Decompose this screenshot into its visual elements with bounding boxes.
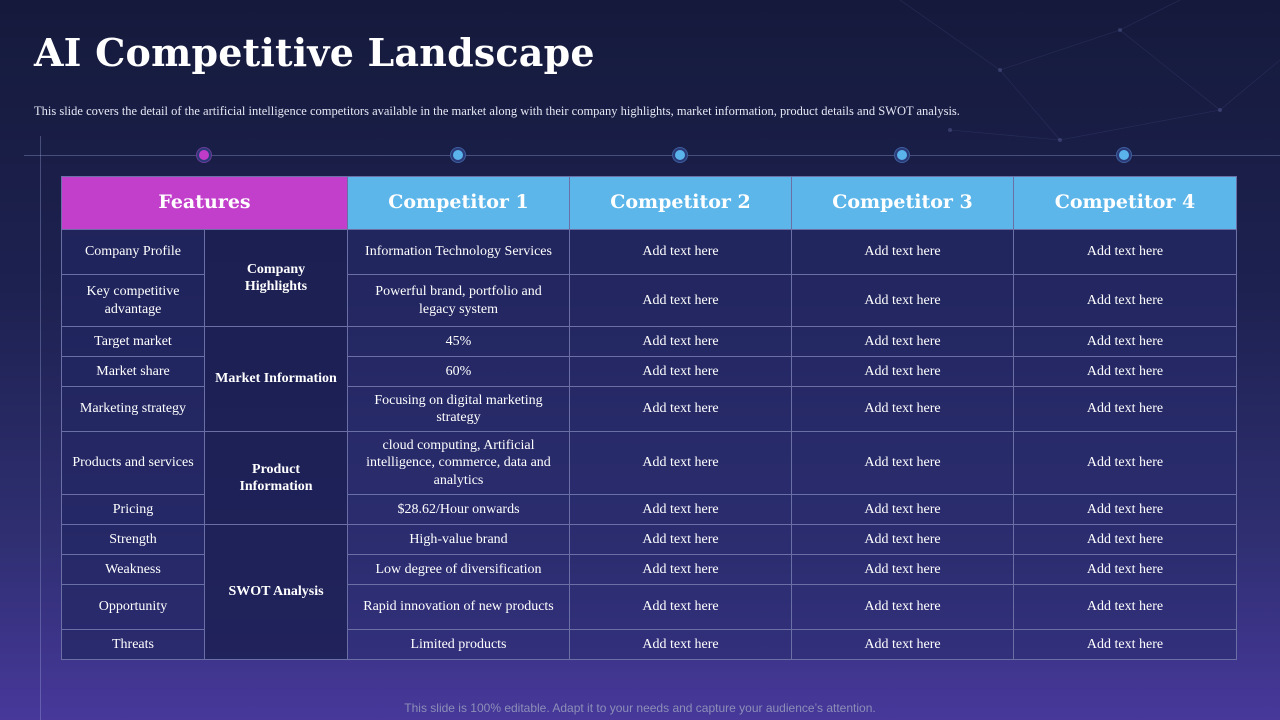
competitor-1-cell: Low degree of diversification [347,554,570,585]
competitor-3-cell: Add text here [791,584,1014,630]
table-row: Products and services Product Informatio… [61,431,1237,525]
feature-cell: Opportunity [61,584,205,630]
table-row: Company Profile Company Highlights Infor… [61,229,1237,327]
competitor-3-cell: Add text here [791,629,1014,660]
table-row: Threats Limited products Add text here A… [61,629,1237,660]
competitor-3-cell: Add text here [791,274,1014,327]
feature-cell: Threats [61,629,205,660]
table-row: Target market Market Information 45% Add… [61,326,1237,432]
feature-cell: Strength [61,524,205,555]
competitor-1-cell: Limited products [347,629,570,660]
competitor-4-cell: Add text here [1013,524,1237,555]
competitor-1-cell: 60% [347,356,570,387]
competitor-1-cell: High-value brand [347,524,570,555]
table-row: Weakness Low degree of diversification A… [61,554,1237,585]
competitor-1-cell: Rapid innovation of new products [347,584,570,630]
competitor-4-cell: Add text here [1013,386,1237,432]
competitor-4-cell: Add text here [1013,629,1237,660]
feature-cell: Company Profile [61,229,205,275]
feature-cell: Weakness [61,554,205,585]
competitor-1-cell: $28.62/Hour onwards [347,494,570,525]
competitor-4-cell: Add text here [1013,274,1237,327]
table-row: Marketing strategy Focusing on digital m… [61,386,1237,432]
competitor-2-cell: Add text here [569,326,792,357]
competitive-landscape-table: Features Competitor 1 Competitor 2 Compe… [61,176,1237,660]
competitor-2-cell: Add text here [569,356,792,387]
competitor-2-cell: Add text here [569,386,792,432]
table-row: Strength SWOT Analysis High-value brand … [61,524,1237,660]
slide-footer-note: This slide is 100% editable. Adapt it to… [404,701,876,715]
competitor-2-cell: Add text here [569,629,792,660]
competitor-3-cell: Add text here [791,386,1014,432]
competitor-1-cell: Powerful brand, portfolio and legacy sys… [347,274,570,327]
table-row: Key competitive advantage Powerful brand… [61,274,1237,327]
competitor-2-cell: Add text here [569,229,792,275]
competitor-4-cell: Add text here [1013,229,1237,275]
header-competitor-1: Competitor 1 [347,176,570,230]
competitor-4-cell: Add text here [1013,554,1237,585]
competitor-1-cell: 45% [347,326,570,357]
slide-subtitle: This slide covers the detail of the arti… [34,104,960,118]
competitor-3-cell: Add text here [791,326,1014,357]
competitor-2-cell: Add text here [569,524,792,555]
feature-cell: Products and services [61,431,205,495]
group-swot-analysis: SWOT Analysis [204,524,348,660]
group-market-information: Market Information [204,326,348,432]
header-features: Features [61,176,348,230]
competitor-2-cell: Add text here [569,431,792,495]
vertical-guide-line [40,136,41,720]
competitor-2-marker-dot [673,148,687,162]
competitor-3-cell: Add text here [791,494,1014,525]
header-competitor-2: Competitor 2 [569,176,792,230]
feature-cell: Marketing strategy [61,386,205,432]
group-company-highlights: Company Highlights [204,229,348,327]
competitor-3-cell: Add text here [791,431,1014,495]
competitor-3-marker-dot [895,148,909,162]
table-row: Opportunity Rapid innovation of new prod… [61,584,1237,630]
competitor-1-cell: cloud computing, Artificial intelligence… [347,431,570,495]
feature-cell: Key competitive advantage [61,274,205,327]
competitor-4-cell: Add text here [1013,584,1237,630]
competitor-1-cell: Information Technology Services [347,229,570,275]
horizontal-guide-line [24,155,1280,156]
competitor-4-cell: Add text here [1013,494,1237,525]
slide-title: AI Competitive Landscape [34,30,595,75]
feature-cell: Pricing [61,494,205,525]
competitor-1-cell: Focusing on digital marketing strategy [347,386,570,432]
table-row: Pricing $28.62/Hour onwards Add text her… [61,494,1237,525]
competitor-3-cell: Add text here [791,356,1014,387]
feature-cell: Market share [61,356,205,387]
competitor-3-cell: Add text here [791,554,1014,585]
header-competitor-3: Competitor 3 [791,176,1014,230]
feature-cell: Target market [61,326,205,357]
competitor-4-cell: Add text here [1013,431,1237,495]
competitor-4-cell: Add text here [1013,356,1237,387]
competitor-2-cell: Add text here [569,584,792,630]
competitor-4-cell: Add text here [1013,326,1237,357]
competitor-3-cell: Add text here [791,229,1014,275]
group-product-information: Product Information [204,431,348,525]
competitor-3-cell: Add text here [791,524,1014,555]
table-row: Market share 60% Add text here Add text … [61,356,1237,387]
competitor-2-cell: Add text here [569,494,792,525]
competitor-4-marker-dot [1117,148,1131,162]
competitor-2-cell: Add text here [569,274,792,327]
header-competitor-4: Competitor 4 [1013,176,1237,230]
competitor-2-cell: Add text here [569,554,792,585]
table-header-row: Features Competitor 1 Competitor 2 Compe… [61,176,1237,230]
competitor-1-marker-dot [451,148,465,162]
features-marker-dot [197,148,211,162]
